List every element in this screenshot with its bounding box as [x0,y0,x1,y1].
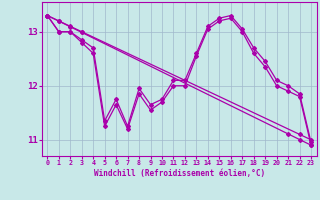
X-axis label: Windchill (Refroidissement éolien,°C): Windchill (Refroidissement éolien,°C) [94,169,265,178]
